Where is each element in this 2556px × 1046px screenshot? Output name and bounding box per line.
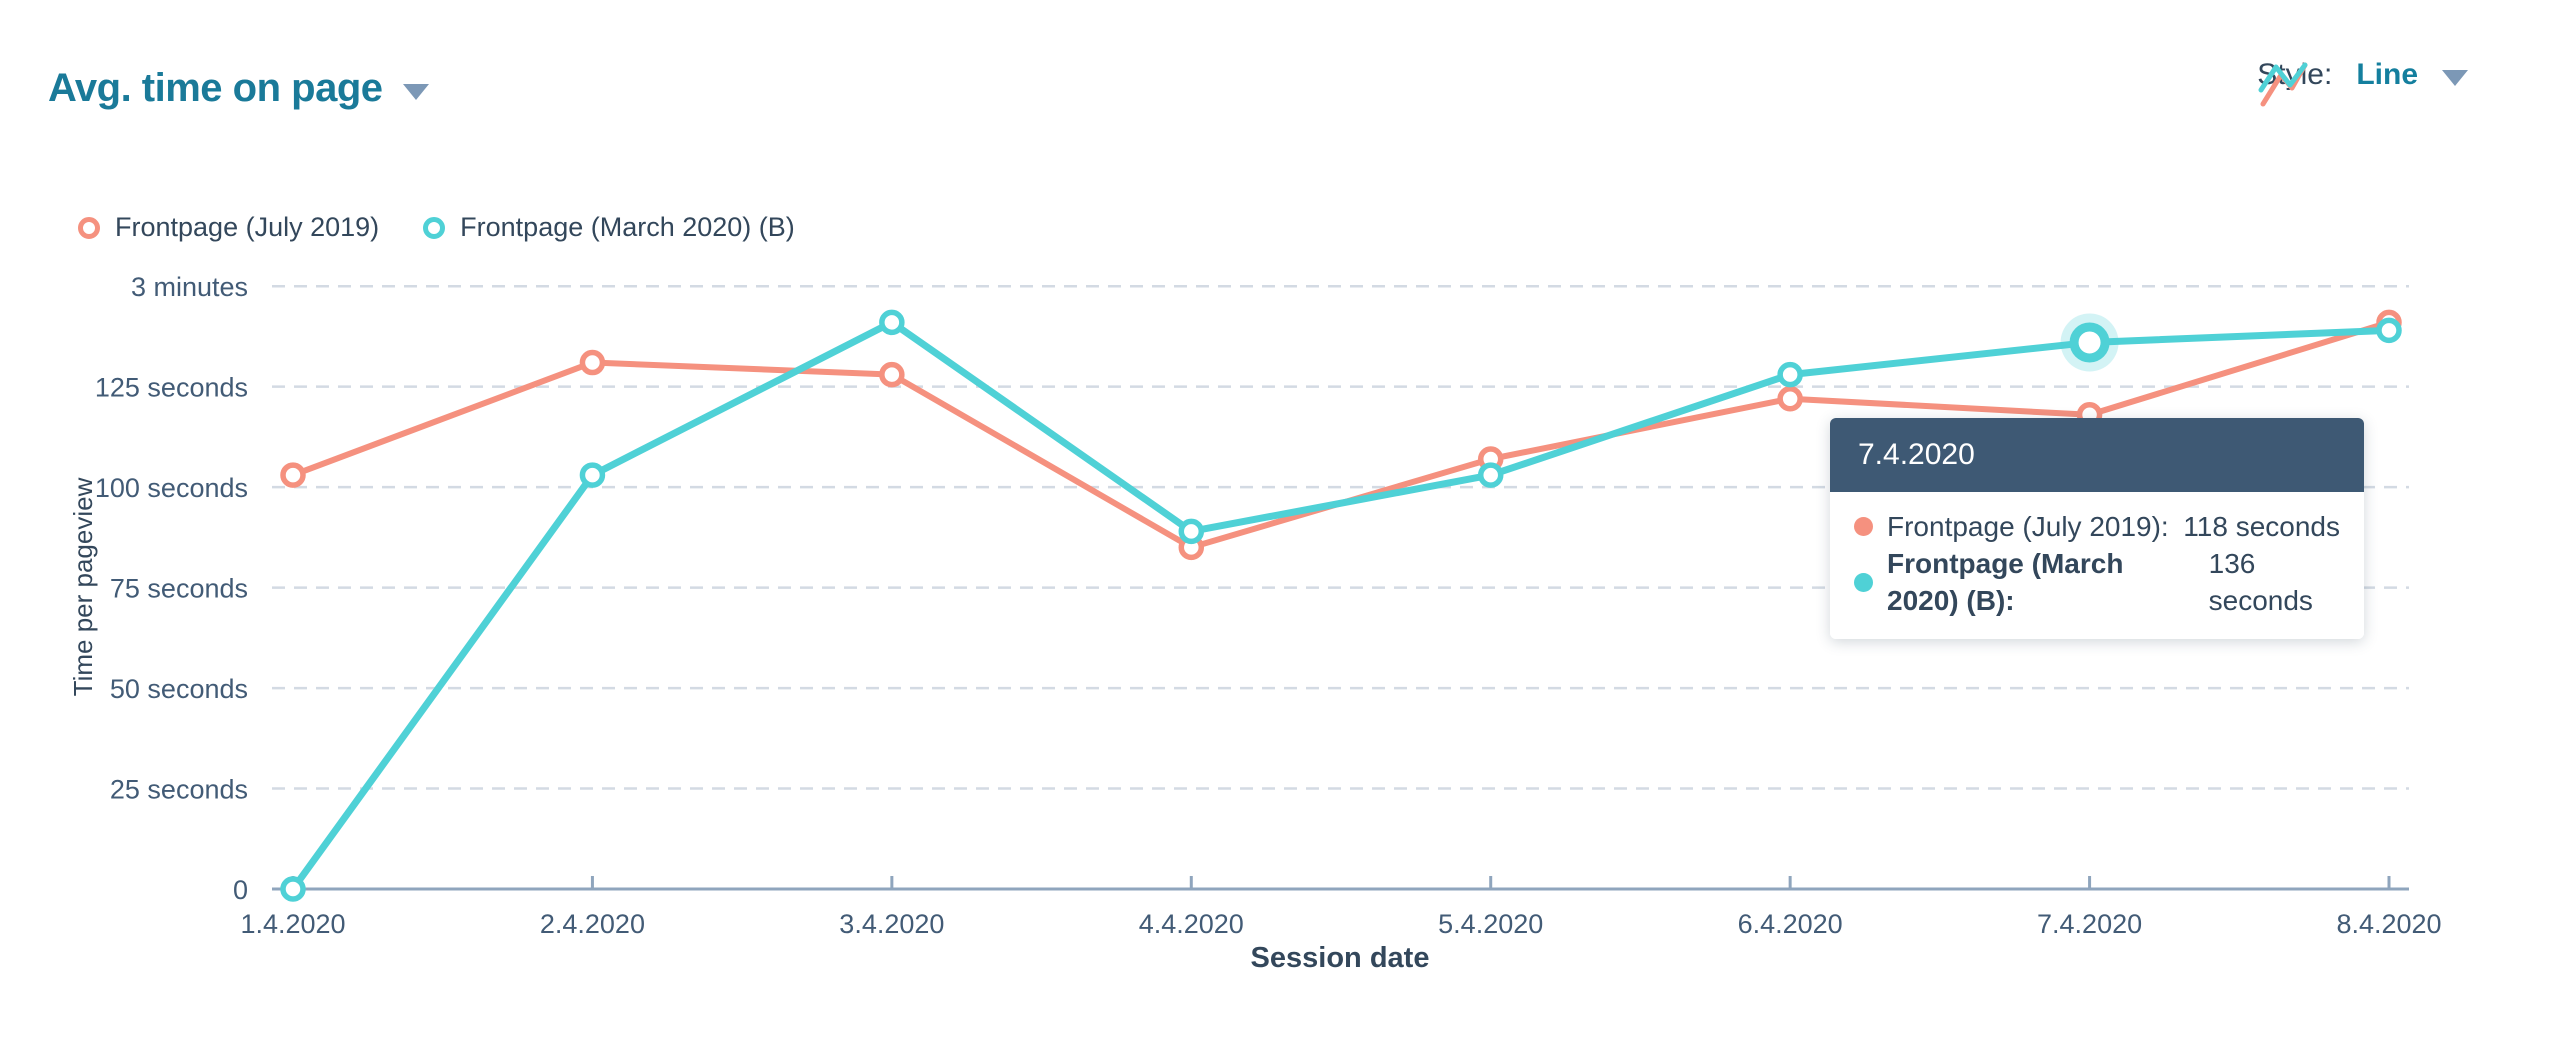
x-tick-label: 2.4.2020 (540, 909, 645, 939)
series-dot-icon (1854, 517, 1873, 536)
legend-item-frontpage-march-2020-b[interactable]: Frontpage (March 2020) (B) (423, 212, 795, 243)
style-value[interactable]: Line (2356, 58, 2418, 91)
data-point[interactable] (879, 361, 905, 388)
y-tick-label: 25 seconds (110, 775, 248, 805)
x-tick-label: 7.4.2020 (2037, 909, 2142, 939)
tooltip-row: Frontpage (July 2019): 118 seconds (1854, 508, 2340, 545)
tooltip-series-value: 136 seconds (2208, 548, 2313, 616)
x-tick-label: 6.4.2020 (1738, 909, 1843, 939)
legend-item-label: Frontpage (March 2020) (B) (460, 212, 795, 242)
x-axis-title: Session date (1251, 942, 1430, 974)
legend-item-frontpage-july-2019[interactable]: Frontpage (July 2019) (78, 212, 379, 243)
y-tick-label: 100 seconds (95, 473, 248, 503)
data-point-highlighted[interactable] (2069, 322, 2110, 363)
chevron-down-icon[interactable] (2442, 70, 2468, 86)
y-axis-title: Time per pageview (68, 477, 98, 696)
tooltip-series-label: Frontpage (July 2019): (1887, 511, 2169, 542)
chart-tooltip: 7.4.2020 Frontpage (July 2019): 118 seco… (1830, 418, 2364, 639)
data-point[interactable] (1477, 462, 1504, 488)
data-point[interactable] (579, 349, 606, 376)
y-tick-label: 50 seconds (110, 674, 248, 704)
metric-title-dropdown[interactable]: Avg. time on page (48, 66, 429, 111)
legend-marker-icon (78, 216, 100, 239)
data-point[interactable] (1777, 361, 1803, 388)
x-tick-label: 5.4.2020 (1438, 909, 1543, 939)
data-point[interactable] (280, 876, 306, 902)
data-point[interactable] (1178, 518, 1205, 545)
line-chart-icon (2258, 62, 2308, 107)
tooltip-series-label: Frontpage (March 2020) (B): (1887, 548, 2124, 616)
series-line-1 (289, 318, 2393, 893)
data-point[interactable] (879, 309, 905, 336)
data-point[interactable] (280, 462, 306, 488)
data-point[interactable] (2376, 317, 2402, 344)
chart-legend: Frontpage (July 2019) Frontpage (March 2… (78, 212, 795, 243)
tooltip-body: Frontpage (July 2019): 118 seconds Front… (1830, 492, 2364, 639)
y-tick-label: 75 seconds (110, 574, 248, 604)
tooltip-header: 7.4.2020 (1830, 418, 2364, 492)
x-tick-label: 8.4.2020 (2336, 909, 2441, 939)
x-tick-label: 1.4.2020 (240, 909, 345, 939)
series-dot-icon (1854, 572, 1873, 592)
tooltip-row: Frontpage (March 2020) (B): 136 seconds (1854, 545, 2340, 619)
y-tick-label: 125 seconds (95, 373, 248, 403)
x-tick-label: 4.4.2020 (1139, 909, 1244, 939)
data-point[interactable] (1777, 385, 1803, 412)
data-point[interactable] (579, 462, 606, 488)
x-tick-label: 3.4.2020 (839, 909, 944, 939)
page-title[interactable]: Avg. time on page (48, 66, 383, 110)
y-tick-label: 0 (233, 875, 248, 905)
legend-item-label: Frontpage (July 2019) (115, 212, 380, 242)
y-tick-label: 3 minutes (131, 272, 248, 302)
legend-marker-icon (423, 216, 446, 239)
tooltip-series-value: 118 seconds (2183, 511, 2340, 542)
chart-style-selector[interactable]: Style: Line (2257, 58, 2468, 107)
chevron-down-icon[interactable] (402, 83, 429, 100)
